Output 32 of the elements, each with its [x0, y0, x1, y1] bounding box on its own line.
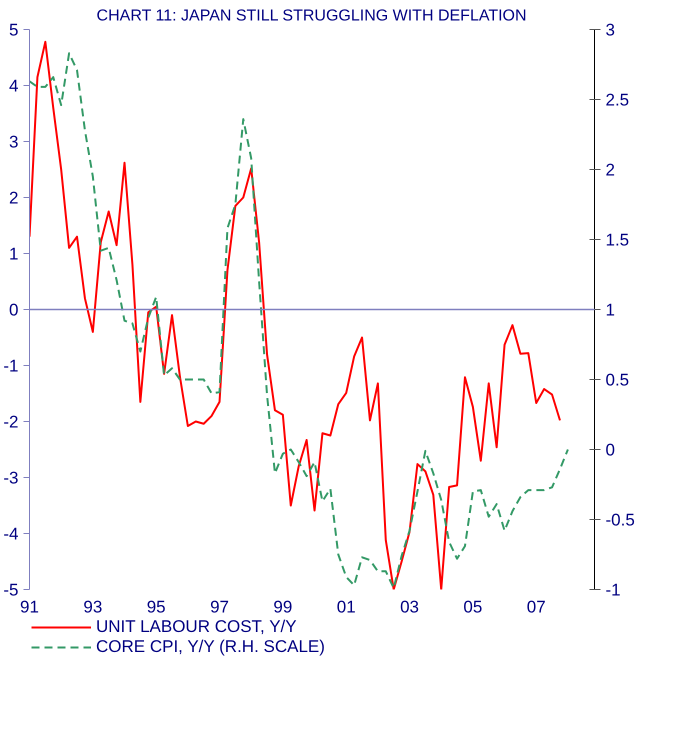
x-tick-label: 07	[526, 598, 546, 616]
legend-label: UNIT LABOUR COST, Y/Y	[96, 617, 297, 637]
y2-tick-label: 2	[606, 160, 615, 180]
y-tick-label: 0	[9, 300, 19, 320]
y-tick-label: 2	[9, 188, 19, 208]
y2-tick-label: -1	[606, 580, 621, 600]
legend-label: CORE CPI, Y/Y (R.H. SCALE)	[96, 637, 325, 657]
x-tick-label: 05	[463, 598, 482, 616]
y2-tick-label: 0	[606, 440, 615, 460]
y-tick-label: -2	[3, 412, 19, 432]
x-tick-label: 99	[273, 598, 292, 616]
y2-tick-label: 2.5	[606, 90, 630, 110]
y2-tick-label: 1	[606, 300, 615, 320]
x-tick-label: 93	[83, 598, 102, 616]
x-tick-label: 91	[20, 598, 39, 616]
y2-tick-label: -0.5	[606, 510, 635, 530]
y2-tick-label: 3	[606, 20, 615, 40]
x-tick-label: 01	[336, 598, 356, 616]
y2-tick-label: 1.5	[606, 230, 630, 250]
chart-title: CHART 11: JAPAN STILL STRUGGLING WITH DEFLATION	[96, 8, 527, 24]
y2-tick-label: 0.5	[606, 370, 630, 390]
y-tick-label: -3	[3, 468, 19, 488]
y-tick-label: 3	[9, 132, 19, 152]
y-tick-label: -1	[3, 356, 19, 376]
y-tick-label: 1	[9, 244, 19, 264]
x-tick-label: 95	[146, 598, 166, 616]
y-tick-label: 5	[9, 20, 19, 40]
y-tick-label: 4	[9, 76, 19, 96]
x-tick-label: 03	[400, 598, 420, 616]
y-tick-label: -5	[3, 580, 19, 600]
x-tick-label: 97	[210, 598, 229, 616]
y-tick-label: -4	[3, 524, 19, 544]
